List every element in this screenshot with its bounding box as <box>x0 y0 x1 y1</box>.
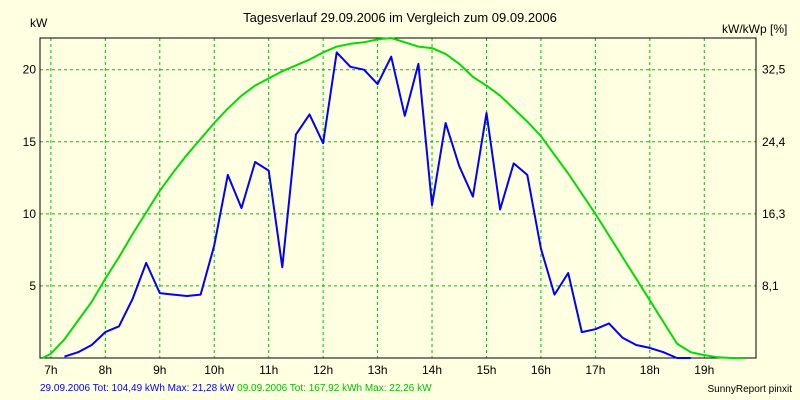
series-lines <box>42 37 746 359</box>
x-tick-label: 10h <box>204 363 224 377</box>
x-tick-label: 13h <box>368 363 388 377</box>
x-tick-label: 8h <box>99 363 112 377</box>
grid <box>40 38 756 358</box>
x-tick-label: 9h <box>153 363 166 377</box>
x-tick-label: 12h <box>313 363 333 377</box>
y-left-tick-label: 20 <box>23 63 37 77</box>
x-tick-label: 18h <box>640 363 660 377</box>
x-tick-label: 19h <box>694 363 714 377</box>
x-tick-label: 11h <box>259 363 278 377</box>
series-line-29-09-2006 <box>64 51 691 359</box>
footer-summary: 29.09.2006 Tot: 104,49 kWh Max: 21,28 kW… <box>40 383 432 394</box>
y-right-tick-label: 32,5 <box>762 63 786 77</box>
y-right-tick-label: 16,3 <box>762 207 786 221</box>
x-tick-label: 7h <box>44 363 57 377</box>
footer-series-2: 09.09.2006 Tot: 167,92 kWh Max: 22,26 kW <box>237 383 432 394</box>
y-left-tick-label: 5 <box>29 279 36 293</box>
x-tick-label: 14h <box>422 363 442 377</box>
y-left-tick-label: 15 <box>23 135 37 149</box>
footer-series-1: 29.09.2006 Tot: 104,49 kWh Max: 21,28 kW <box>40 383 235 394</box>
right-axis-unit: kW/kWp [%] <box>722 22 788 36</box>
y-right-tick-label: 8,1 <box>762 279 779 293</box>
plot-area-frame <box>39 37 757 359</box>
x-tick-label: 17h <box>585 363 605 377</box>
x-tick-label: 16h <box>531 363 551 377</box>
y-right-tick-label: 24,4 <box>762 135 786 149</box>
x-tick-label: 15h <box>476 363 496 377</box>
axis-ticks: 7h 8h 9h 10h 11h 12h 13h 14h 15h 16h 17h 18h 19h 5 8,1… <box>23 63 786 377</box>
y-left-tick-label: 10 <box>23 207 37 221</box>
chart-title: Tagesverlauf 29.09.2006 im Vergleich zum… <box>243 10 557 25</box>
footer-brand: SunnyReport pinxit <box>707 384 793 395</box>
left-axis-unit: kW <box>30 16 48 30</box>
series-line-09-09-2006 <box>42 37 746 359</box>
